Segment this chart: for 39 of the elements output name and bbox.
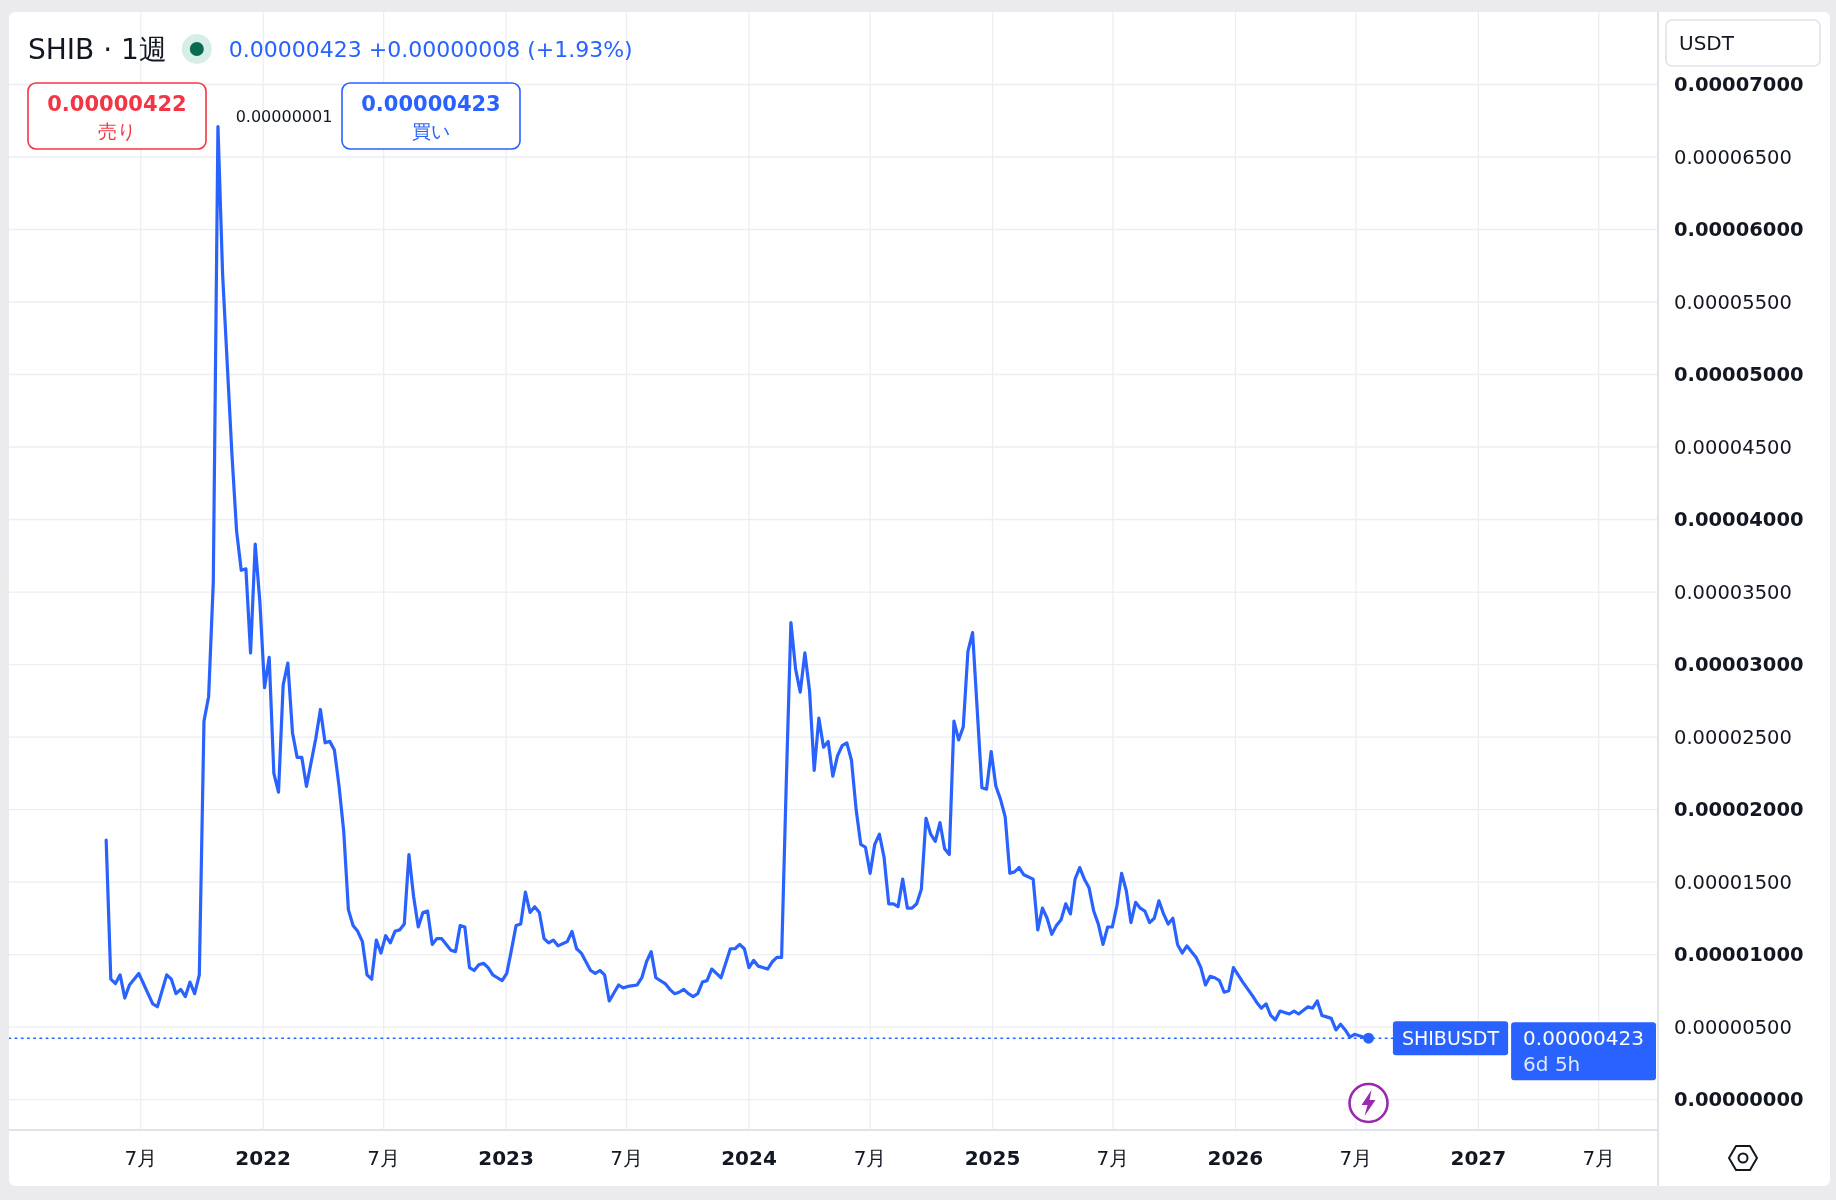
x-tick-label: 7月 [1582, 1146, 1616, 1170]
annotation: 0.00000001 [235, 106, 333, 126]
y-tick-label: 0.00006000 [1674, 218, 1804, 241]
y-tick-label: 0.00007000 [1674, 73, 1804, 96]
y-tick-label: 0.00004000 [1674, 508, 1804, 531]
x-tick-label: 7月 [1339, 1146, 1373, 1170]
y-tick-label: 0.00001500 [1674, 870, 1792, 894]
annotation: 売り [98, 120, 136, 142]
title: SHIB · 1週 [28, 32, 167, 66]
y-tick-label: 0.00000000 [1674, 1088, 1804, 1112]
y-tick-label: 0.00000500 [1674, 1015, 1792, 1039]
y-tick-label: 0.00006500 [1674, 145, 1792, 169]
x-tick-label: 7月 [610, 1146, 643, 1170]
annotation: 6d 5h [1523, 1052, 1581, 1077]
x-tick-label: 2026 [1207, 1146, 1264, 1170]
y-tick-label: 0.00003500 [1674, 580, 1792, 604]
y-tick-label: 0.00005500 [1674, 290, 1792, 314]
y-tick-label: 0.00002000 [1674, 798, 1804, 822]
annotation: 0.00000423 [361, 92, 501, 116]
x-tick-label: 7月 [853, 1146, 887, 1170]
annotation: 買い [412, 120, 450, 142]
x-tick-label: 7月 [367, 1146, 400, 1170]
annotation: USDT [1679, 31, 1734, 55]
x-tick-label: 2027 [1450, 1146, 1507, 1170]
y-tick-label: 0.00002500 [1674, 725, 1792, 749]
x-tick-label: 2024 [721, 1146, 777, 1170]
ref-line-label: SHIBUSDT [1401, 1027, 1500, 1050]
x-tick-label: 2022 [235, 1146, 292, 1170]
x-tick-label: 7月 [1096, 1146, 1130, 1170]
x-tick-label: 7月 [124, 1146, 158, 1170]
x-tick-label: 2025 [964, 1146, 1021, 1170]
annotation: 0.00000423 [1523, 1026, 1644, 1051]
y-tick-label: 0.00003000 [1674, 653, 1804, 677]
annotation: 0.00000422 [47, 92, 187, 116]
annotation: 0.00000423 +0.00000008 (+1.93%) [228, 36, 633, 62]
y-tick-label: 0.00005000 [1674, 363, 1804, 386]
y-tick-label: 0.00004500 [1674, 435, 1792, 459]
y-tick-label: 0.00001000 [1674, 943, 1804, 967]
x-tick-label: 2023 [478, 1146, 534, 1170]
